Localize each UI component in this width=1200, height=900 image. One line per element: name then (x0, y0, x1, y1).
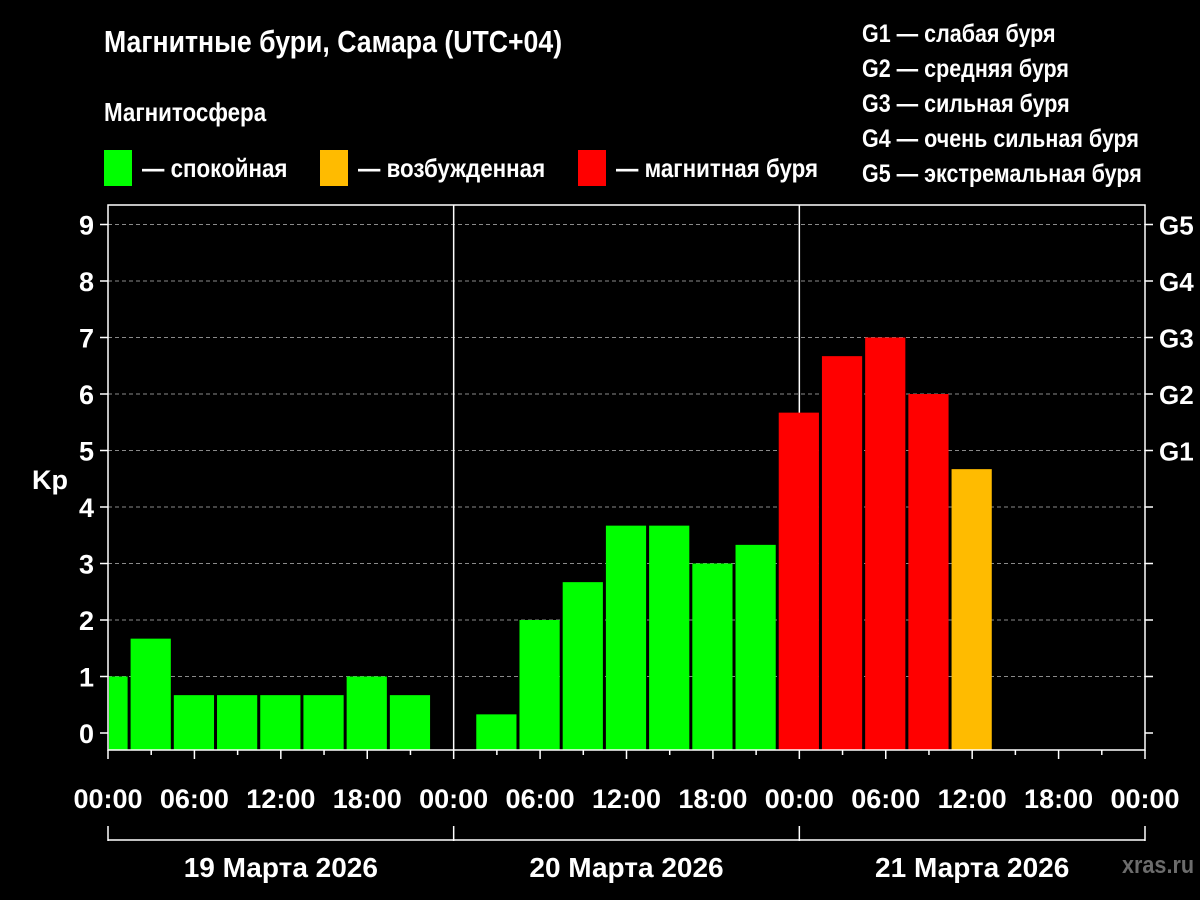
watermark: xras.ru (1122, 852, 1195, 879)
y-tick-label: 3 (79, 550, 94, 580)
kp-bar (735, 544, 776, 750)
y-tick-label: 6 (79, 380, 94, 410)
chart-subtitle: Магнитосфера (104, 97, 267, 127)
kp-bar (303, 695, 344, 750)
bars-layer (109, 337, 992, 750)
x-tick-label: 12:00 (592, 784, 661, 814)
storm-scale-g2: G2 — средняя буря (862, 55, 1069, 83)
kp-bar (908, 394, 949, 750)
storm-scale-g1: G1 — слабая буря (862, 20, 1056, 48)
y2-tick-label: G5 (1159, 211, 1194, 241)
kp-bar (109, 676, 128, 750)
y-tick-label: 7 (79, 324, 94, 354)
y-tick-label: 8 (79, 267, 94, 297)
x-tick-label: 06:00 (506, 784, 575, 814)
chart-title: Магнитные бури, Самара (UTC+04) (104, 24, 563, 59)
day-label: 19 Марта 2026 (184, 852, 378, 883)
labels-layer: 0 1 2 3 4 5 6 7 8 9 G1 G2 G3 G4 G5 Kp 00:00 06:00 12:00 18:… (32, 211, 1194, 884)
kp-bar (389, 695, 431, 750)
y2-tick-label: G2 (1159, 380, 1194, 410)
y-tick-label: 9 (79, 211, 94, 241)
kp-bar (778, 412, 819, 750)
y-axis-label: Kp (32, 465, 68, 495)
kp-bar (346, 676, 387, 750)
y2-tick-label: G1 (1159, 437, 1194, 467)
day-label: 21 Марта 2026 (875, 852, 1069, 883)
kp-bar (476, 714, 517, 750)
legend-swatch-excited (320, 150, 348, 186)
kp-bar (692, 563, 733, 750)
storm-scale-g3: G3 — сильная буря (862, 90, 1070, 118)
x-tick-label: 00:00 (765, 784, 834, 814)
x-tick-label: 00:00 (419, 784, 488, 814)
day-label: 20 Марта 2026 (529, 852, 723, 883)
kp-bar (519, 620, 560, 750)
legend-item-calm: — спокойная (104, 150, 311, 186)
x-tick-label: 06:00 (160, 784, 229, 814)
kp-bar (605, 525, 647, 750)
kp-bar (649, 525, 690, 750)
y-tick-label: 0 (79, 719, 94, 749)
x-tick-label: 18:00 (678, 784, 747, 814)
kp-bar (130, 638, 171, 750)
x-tick-label: 18:00 (1024, 784, 1093, 814)
legend-label-storm: — магнитная буря (616, 152, 819, 183)
legend-label-calm: — спокойная (142, 152, 288, 183)
y-tick-label: 5 (79, 437, 94, 467)
kp-bar (562, 582, 603, 750)
x-tick-label: 18:00 (333, 784, 402, 814)
y-tick-label: 2 (79, 606, 94, 636)
y-tick-label: 1 (79, 663, 94, 693)
kp-bar (260, 695, 301, 750)
axes-layer (100, 204, 1153, 841)
y2-tick-label: G4 (1159, 267, 1194, 297)
storm-scale-g4: G4 — очень сильная буря (862, 125, 1139, 153)
legend-swatch-calm (104, 150, 132, 186)
y-tick-label: 4 (79, 493, 94, 523)
x-tick-label: 00:00 (73, 784, 142, 814)
x-tick-label: 12:00 (938, 784, 1007, 814)
kp-bar (951, 469, 992, 750)
x-tick-label: 12:00 (246, 784, 315, 814)
legend-item-storm: — магнитная буря (578, 150, 851, 186)
kp-bar (821, 356, 863, 750)
kp-bar (865, 337, 906, 750)
x-tick-label: 00:00 (1110, 784, 1179, 814)
kp-bar (173, 695, 215, 750)
legend-label-excited: — возбужденная (358, 152, 546, 183)
x-tick-label: 06:00 (851, 784, 920, 814)
legend-item-excited: — возбужденная (320, 150, 576, 186)
storm-scale-g5: G5 — экстремальная буря (862, 160, 1142, 188)
y2-tick-label: G3 (1159, 324, 1194, 354)
kp-bar (217, 695, 258, 750)
legend-swatch-storm (578, 150, 606, 186)
